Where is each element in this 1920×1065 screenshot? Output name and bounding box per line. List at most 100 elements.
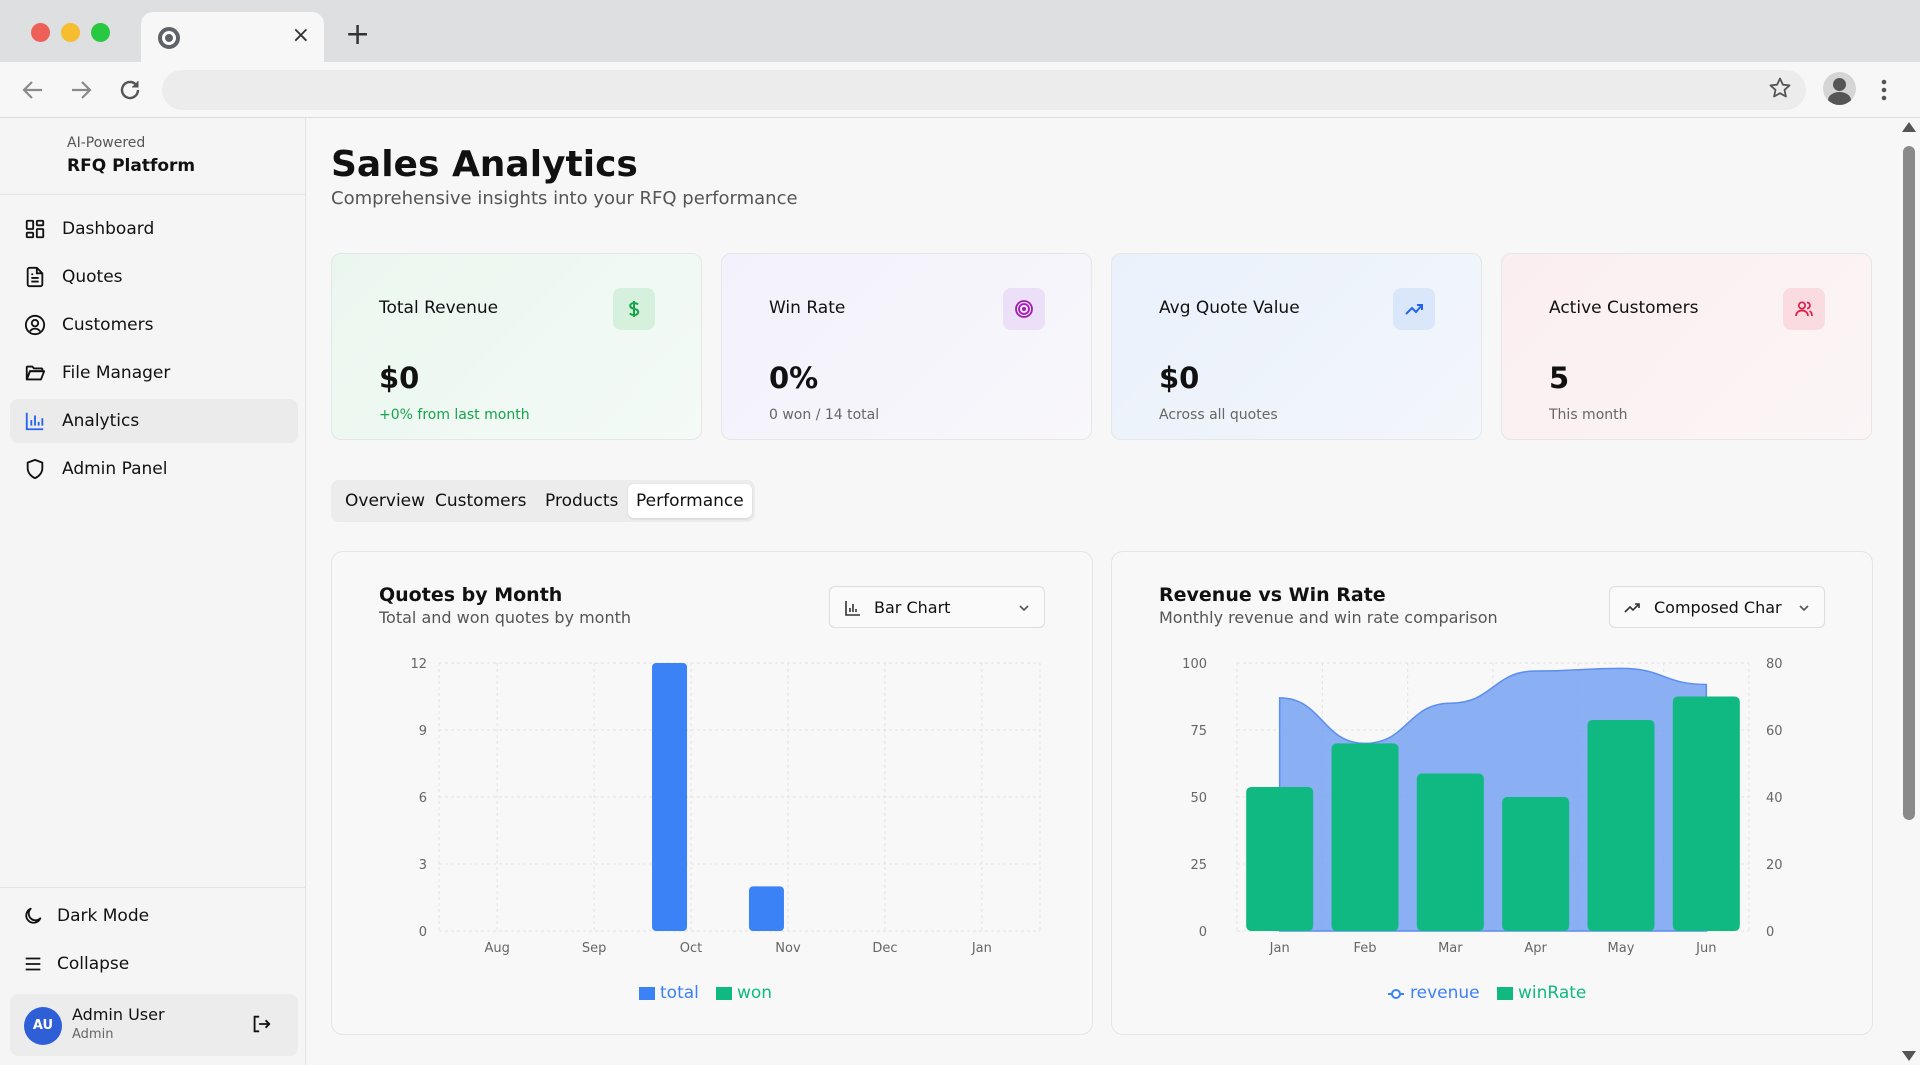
window-close-button[interactable] xyxy=(31,23,50,42)
tab-performance[interactable]: Performance xyxy=(628,484,752,518)
y-right-tick-label: 0 xyxy=(1766,925,1774,940)
sidebar-item-quotes[interactable]: Quotes xyxy=(10,255,298,299)
menu-icon xyxy=(25,957,41,971)
y-right-tick-label: 20 xyxy=(1766,858,1783,873)
scroll-thumb[interactable] xyxy=(1903,146,1915,820)
stat-value: $0 xyxy=(379,361,420,395)
x-tick-label: Sep xyxy=(582,941,607,956)
y-left-tick-label: 75 xyxy=(1190,724,1207,739)
scroll-down-arrow[interactable] xyxy=(1902,1051,1916,1061)
page-subtitle: Comprehensive insights into your RFQ per… xyxy=(331,188,798,209)
window-minimize-button[interactable] xyxy=(61,23,80,42)
sidebar-item-dashboard[interactable]: Dashboard xyxy=(10,207,298,251)
back-icon[interactable] xyxy=(20,78,46,102)
bar-total xyxy=(748,886,784,931)
stat-label: Avg Quote Value xyxy=(1159,298,1300,318)
chart-title: Quotes by Month xyxy=(379,584,563,606)
browser-toolbar xyxy=(0,62,1920,118)
stat-label: Active Customers xyxy=(1549,298,1699,318)
x-tick-label: Oct xyxy=(680,941,702,956)
window-maximize-button[interactable] xyxy=(91,23,110,42)
moon-icon xyxy=(25,907,42,924)
x-tick-label: Apr xyxy=(1524,941,1547,956)
sidebar-item-customers[interactable]: Customers xyxy=(10,303,298,347)
chart-subtitle: Monthly revenue and win rate comparison xyxy=(1159,608,1498,627)
legend-swatch-won xyxy=(716,987,732,1000)
target-icon xyxy=(1003,288,1045,330)
sidebar-item-label: Dashboard xyxy=(62,219,155,239)
forward-icon[interactable] xyxy=(68,78,94,102)
sidebar-item-file-manager[interactable]: File Manager xyxy=(10,351,298,395)
user-circle-icon xyxy=(24,314,46,336)
browser-tabstrip: × + xyxy=(0,0,1920,62)
tab-close-icon[interactable]: × xyxy=(291,23,310,48)
browser-tab[interactable]: × xyxy=(141,12,324,62)
sidebar: AI-Powered RFQ Platform Dashboard Quotes… xyxy=(0,118,306,1065)
tab-customers[interactable]: Customers xyxy=(435,491,527,511)
collapse-button[interactable]: Collapse xyxy=(10,944,298,984)
chrome-icon xyxy=(158,27,180,49)
brand-subtitle: AI-Powered xyxy=(67,135,146,151)
user-card: AU Admin User Admin xyxy=(10,994,298,1056)
bookmark-star-icon[interactable] xyxy=(1768,76,1792,100)
sidebar-divider xyxy=(0,887,306,888)
dark-mode-label: Dark Mode xyxy=(57,906,150,926)
avatar: AU xyxy=(24,1007,62,1045)
legend-label-revenue: revenue xyxy=(1410,983,1480,1003)
y-left-tick-label: 50 xyxy=(1190,791,1207,806)
page-scrollbar[interactable] xyxy=(1897,118,1920,1065)
new-tab-button[interactable]: + xyxy=(345,17,371,52)
tab-products[interactable]: Products xyxy=(545,491,619,511)
y-tick-label: 3 xyxy=(419,858,427,873)
y-left-tick-label: 0 xyxy=(1199,925,1207,940)
chart-title: Revenue vs Win Rate xyxy=(1159,584,1386,606)
stat-value: 5 xyxy=(1549,361,1570,395)
y-right-tick-label: 60 xyxy=(1766,724,1783,739)
stat-value: 0% xyxy=(769,361,819,395)
sidebar-item-analytics[interactable]: Analytics xyxy=(10,399,298,443)
address-bar[interactable] xyxy=(162,70,1806,110)
y-tick-label: 6 xyxy=(419,791,427,806)
file-text-icon xyxy=(26,266,44,288)
tab-overview[interactable]: Overview xyxy=(345,491,426,511)
x-tick-label: Dec xyxy=(872,941,897,956)
scroll-up-arrow[interactable] xyxy=(1902,122,1916,132)
sidebar-item-label: Analytics xyxy=(62,411,140,431)
browser-menu-icon[interactable] xyxy=(1880,78,1888,102)
bar-chart-icon xyxy=(845,601,860,616)
trending-up-icon xyxy=(1624,603,1640,613)
y-left-tick-label: 25 xyxy=(1190,858,1207,873)
stat-label: Win Rate xyxy=(769,298,846,318)
chart-type-select[interactable]: Composed Char xyxy=(1609,586,1825,628)
x-tick-label: Nov xyxy=(775,941,801,956)
stat-label: Total Revenue xyxy=(379,298,499,318)
dark-mode-toggle[interactable]: Dark Mode xyxy=(10,896,298,936)
brand-title: RFQ Platform xyxy=(67,156,196,176)
x-tick-label: Jan xyxy=(1269,941,1290,956)
stat-card-win-rate: Win Rate 0% 0 won / 14 total xyxy=(721,253,1092,440)
bar-total xyxy=(652,663,688,931)
bar-winrate xyxy=(1331,743,1399,931)
sidebar-item-label: Customers xyxy=(62,315,154,335)
chart-type-select[interactable]: Bar Chart xyxy=(829,586,1045,628)
y-right-tick-label: 40 xyxy=(1766,791,1783,806)
sidebar-item-admin-panel[interactable]: Admin Panel xyxy=(10,447,298,491)
stat-card-active-customers: Active Customers 5 This month xyxy=(1501,253,1872,440)
chart-type-value: Bar Chart xyxy=(874,598,951,617)
logout-icon[interactable] xyxy=(250,1013,272,1035)
x-tick-label: May xyxy=(1608,941,1635,956)
sidebar-item-label: File Manager xyxy=(62,363,171,383)
profile-avatar-icon[interactable] xyxy=(1823,72,1856,105)
bar-winrate xyxy=(1672,696,1740,931)
x-tick-label: Feb xyxy=(1353,941,1376,956)
user-role: Admin xyxy=(72,1027,114,1042)
stat-footnote: This month xyxy=(1549,407,1628,423)
reload-icon[interactable] xyxy=(117,77,143,103)
collapse-label: Collapse xyxy=(57,954,130,974)
revenue-composed-chart: 0 25 50 75 100 0 20 40 60 80 Jan Feb Mar Apr May Jun rev… xyxy=(1182,657,1783,1003)
legend-label-won: won xyxy=(737,983,772,1003)
folder-icon xyxy=(25,365,46,381)
bar-winrate xyxy=(1502,797,1570,931)
bar-winrate xyxy=(1587,719,1655,931)
y-right-tick-label: 80 xyxy=(1766,657,1783,672)
